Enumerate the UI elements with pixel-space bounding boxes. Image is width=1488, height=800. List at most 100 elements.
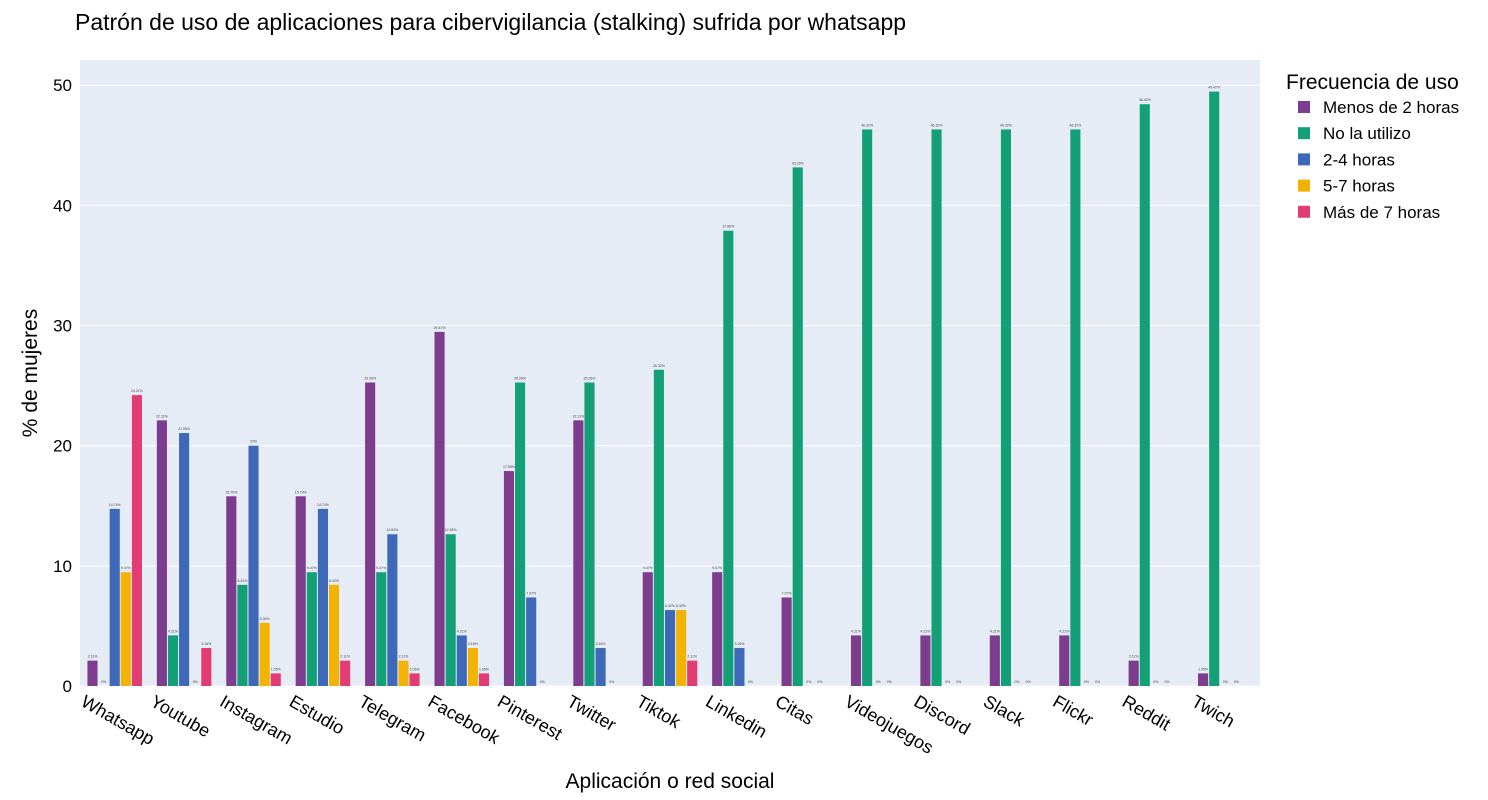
data-label: 8.42% <box>237 579 247 583</box>
x-tick-label: Flickr <box>1049 691 1096 730</box>
bar <box>781 597 792 686</box>
data-label: 4.21% <box>1059 629 1069 633</box>
data-label: 25.26% <box>514 376 526 380</box>
bar <box>387 534 398 686</box>
bar <box>526 597 537 686</box>
bar <box>687 660 698 686</box>
data-label: 15.79% <box>295 490 307 494</box>
data-label: 48.42% <box>1139 98 1151 102</box>
x-tick-label: Whatsapp <box>78 691 158 749</box>
legend-title: Frecuencia de uso <box>1286 71 1459 94</box>
data-label: 4.21% <box>457 629 467 633</box>
bar <box>931 129 942 687</box>
bar <box>120 572 131 686</box>
data-label: 1.05% <box>271 667 281 671</box>
data-label: 7.37% <box>526 591 536 595</box>
data-label: 2.11% <box>399 655 409 659</box>
data-label: 5.26% <box>260 617 270 621</box>
bar <box>595 648 606 686</box>
data-label: 9.47% <box>643 566 653 570</box>
y-tick-label: 50 <box>53 76 72 95</box>
data-label: 6.32% <box>676 604 686 608</box>
data-label: 46.32% <box>861 123 873 127</box>
data-label: 9.47% <box>121 566 131 570</box>
bar <box>295 496 306 686</box>
data-label: 3.16% <box>734 642 744 646</box>
y-axis-title: % de mujeres <box>19 309 42 437</box>
bar <box>434 331 445 686</box>
x-tick-label: Slack <box>980 691 1029 731</box>
bar <box>478 673 490 686</box>
data-label: 4.21% <box>920 629 930 633</box>
bar <box>503 471 515 686</box>
data-label: 15.79% <box>225 490 237 494</box>
bar <box>664 610 676 686</box>
bar <box>409 673 420 686</box>
data-label: 0% <box>817 680 822 684</box>
data-label: 7.37% <box>782 591 792 595</box>
legend-swatch <box>1298 127 1310 140</box>
data-label: 1.05% <box>410 667 420 671</box>
bar <box>1209 91 1220 686</box>
x-tick-label: Instagram <box>217 691 296 748</box>
data-label: 9.47% <box>307 566 317 570</box>
bar <box>792 167 803 687</box>
bar <box>850 635 862 686</box>
data-label: 4.21% <box>168 629 178 633</box>
data-label: 25.26% <box>364 376 376 380</box>
bar <box>131 395 142 686</box>
legend-label: Menos de 2 horas <box>1323 98 1459 117</box>
bar <box>167 635 179 686</box>
data-label: 49.47% <box>1208 86 1220 90</box>
data-label: 21.05% <box>178 427 190 431</box>
legend-swatch <box>1298 179 1310 192</box>
bar <box>317 508 328 686</box>
bar <box>573 420 584 686</box>
bar <box>179 433 190 686</box>
data-label: 0% <box>609 680 614 684</box>
bar <box>1070 129 1081 687</box>
x-tick-label: Facebook <box>425 691 504 748</box>
bar <box>1139 104 1150 687</box>
data-label: 12.63% <box>386 528 398 532</box>
data-label: 0% <box>876 680 881 684</box>
data-label: 26.32% <box>653 364 665 368</box>
data-label: 0% <box>956 680 961 684</box>
bar <box>248 445 259 686</box>
y-tick-label: 10 <box>53 557 72 576</box>
bar <box>109 508 120 686</box>
data-label: 2.11% <box>1129 655 1139 659</box>
legend-swatch <box>1298 101 1310 113</box>
bar <box>398 660 409 686</box>
bar <box>270 673 281 686</box>
data-label: 8.42% <box>329 579 339 583</box>
bar <box>226 496 237 686</box>
bar <box>467 648 478 686</box>
bar <box>306 572 317 686</box>
bar <box>920 635 931 686</box>
data-labels: 2.11% 22.11% 15.79% 15.79% 25.26% 29.47% 17.89… <box>88 86 1239 684</box>
x-tick-label: Linkedin <box>702 691 770 742</box>
bar <box>734 648 745 686</box>
bar <box>989 635 1000 686</box>
data-label: 46.32% <box>1069 123 1081 127</box>
data-label: 12.63% <box>445 528 457 532</box>
legend-label: No la utilizo <box>1323 124 1411 143</box>
x-axis-title: Aplicación o red social <box>566 770 775 793</box>
data-label: 6.32% <box>665 604 675 608</box>
plot-background <box>80 60 1260 686</box>
bar <box>1128 660 1139 686</box>
y-tick-label: 0 <box>63 677 72 696</box>
data-label: 3.16% <box>596 642 606 646</box>
x-tick-label: Telegram <box>355 691 429 745</box>
bar <box>445 534 456 686</box>
data-label: 3.16% <box>468 642 478 646</box>
bar <box>515 382 526 686</box>
bar <box>156 420 167 686</box>
legend-label: 2-4 horas <box>1323 150 1395 169</box>
data-label: 17.89% <box>503 465 515 469</box>
data-label: 0% <box>887 680 892 684</box>
bar <box>723 230 734 686</box>
bar <box>201 648 212 686</box>
